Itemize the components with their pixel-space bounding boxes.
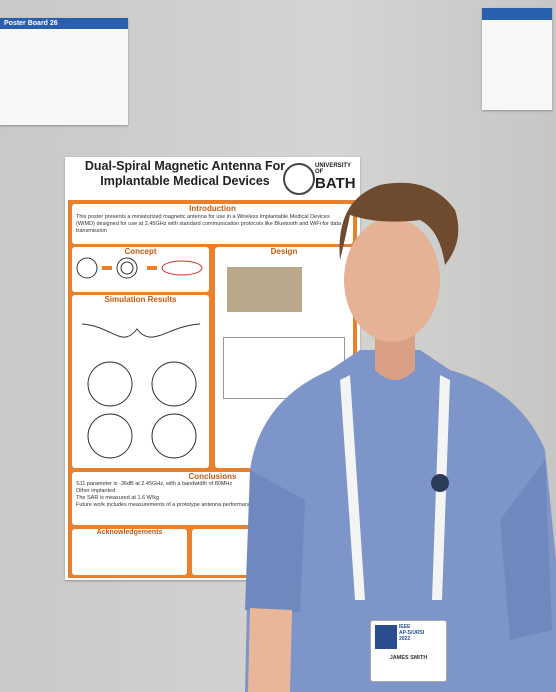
section-heading: Design: [270, 247, 298, 256]
badge-event: IEEE AP-S/URSI 2022: [399, 624, 424, 642]
section-heading: Conclusions: [188, 472, 237, 481]
title-line: Dual-Spiral Magnetic Antenna For: [84, 159, 286, 173]
institution-line: BATH: [315, 175, 356, 192]
design-photo: [227, 267, 302, 312]
conclusion-item: S11 parameter is -36dB at 2.45GHz, with …: [76, 481, 233, 487]
conclusion-item: The SAR is measured at 1.6 W/kg: [76, 495, 160, 501]
institution: UNIVERSITY OF BATH: [315, 163, 360, 192]
conclusion-item: Future work includes measurements of a p…: [76, 502, 254, 508]
logo: [283, 163, 315, 195]
concept-box: Concept: [72, 247, 209, 292]
section-heading: Simulation Results: [104, 295, 177, 304]
badge-event-line: AP-S/URSI: [399, 630, 425, 636]
board-header: [482, 8, 552, 20]
simulation-box: Simulation Results: [72, 295, 209, 468]
institution-line: UNIVERSITY OF: [315, 163, 351, 175]
board-title: Poster Board 26: [0, 18, 128, 29]
section-heading: Introduction: [189, 204, 236, 213]
badge-logo: [375, 625, 397, 649]
badge-event-line: IEEE: [399, 624, 411, 630]
intro-box: Introduction This poster presents a mini…: [72, 204, 353, 244]
name-badge: IEEE AP-S/URSI 2022 JAMES SMITH: [370, 620, 447, 682]
side-board-right: [482, 8, 552, 110]
side-board: Poster Board 26: [0, 18, 128, 125]
intro-text: This poster presents a miniaturized magn…: [76, 214, 342, 234]
badge-event-line: 2022: [399, 636, 411, 642]
badge-name: JAMES SMITH: [389, 655, 428, 661]
simulation-figures: [81, 323, 201, 459]
ack-box: Acknowledgements: [72, 529, 187, 575]
concept-figure: [76, 257, 203, 279]
section-heading: Acknowledgements: [96, 529, 163, 536]
poster-title: Dual-Spiral Magnetic Antenna For Implant…: [75, 159, 295, 189]
conclusions-list: S11 parameter is -36dB at 2.45GHz, with …: [72, 481, 353, 509]
ref-box: [192, 529, 252, 575]
conclusion-item: Other implanted: [76, 488, 116, 494]
section-heading: Concept: [124, 247, 157, 256]
title-line: Implantable Medical Devices: [100, 174, 270, 188]
